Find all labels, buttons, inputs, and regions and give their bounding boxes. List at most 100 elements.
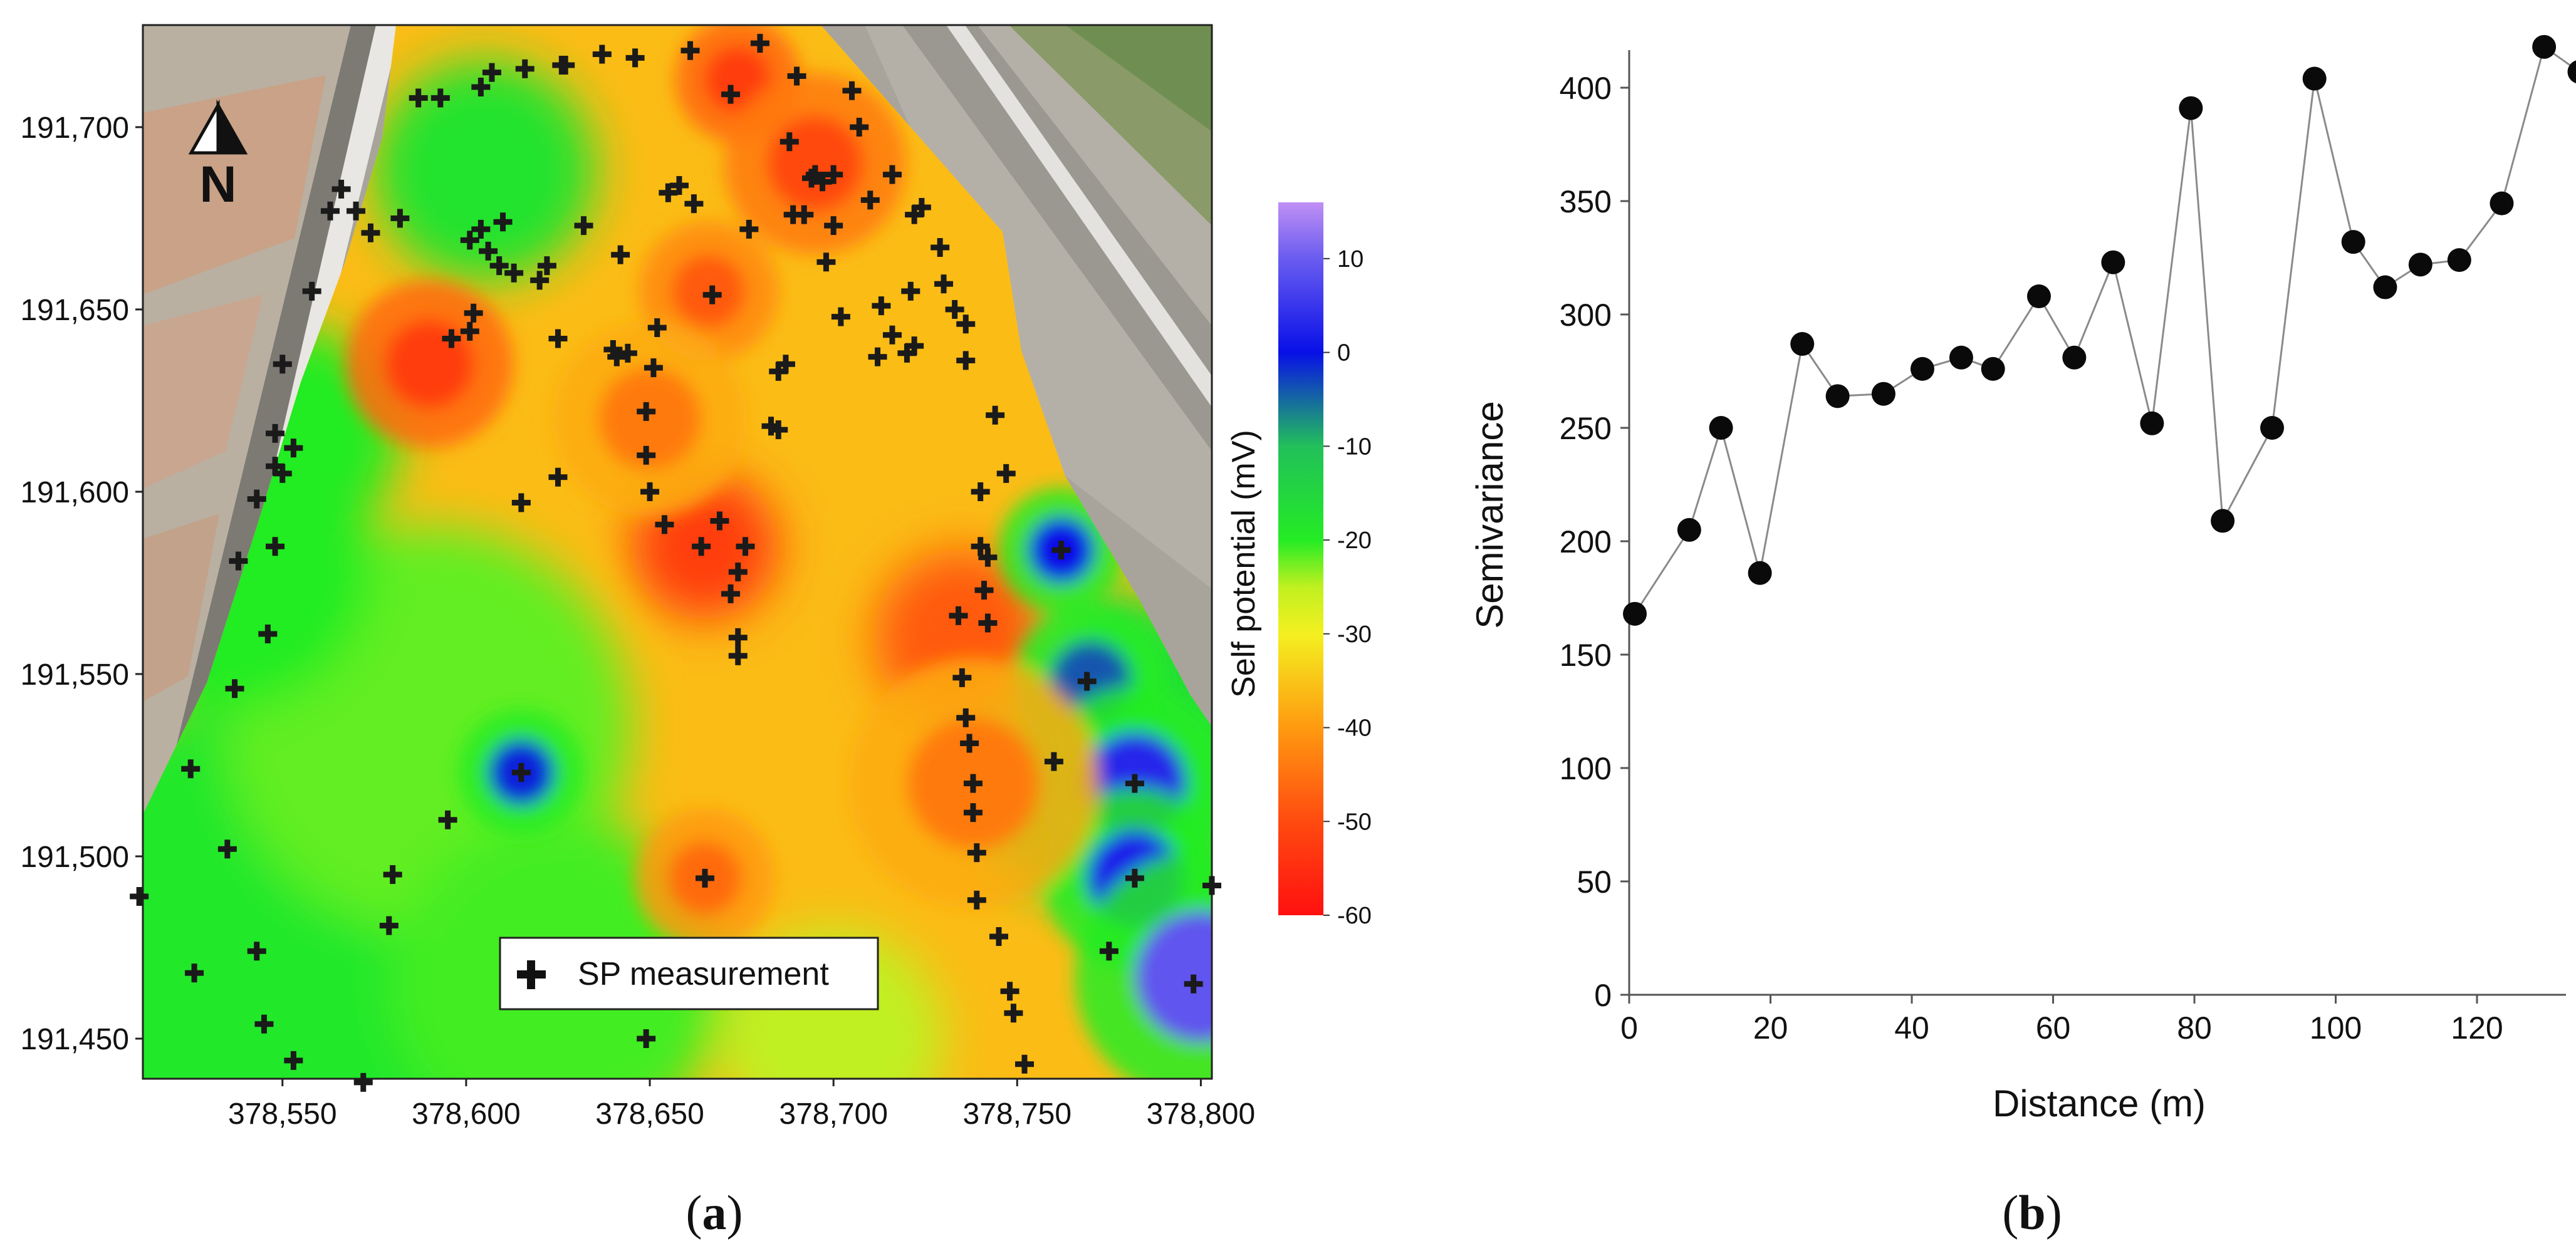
- sp-anomaly: [374, 60, 595, 281]
- sp-measurement-cross: [409, 88, 428, 108]
- variogram-y-label: Semivariance: [1469, 401, 1511, 629]
- sp-measurement-cross: [266, 423, 285, 443]
- map-panel: 378,550 378,600 378,650 378,700 378,750 378,8…: [20, 24, 1372, 1240]
- sp-measurement-cross: [1051, 541, 1071, 560]
- variogram-point: [2373, 275, 2397, 299]
- sp-measurement-cross: [383, 865, 402, 885]
- variogram-point: [2260, 416, 2285, 440]
- variogram-point: [1871, 382, 1895, 406]
- variogram-y-tick-label: 100: [1560, 751, 1612, 786]
- sp-measurement-cross: [971, 482, 990, 501]
- variogram-y-tick-label: 0: [1594, 978, 1612, 1013]
- map-x-axis: 378,550 378,600 378,650 378,700 378,750 378,8…: [228, 1079, 1255, 1131]
- sp-measurement-cross: [931, 238, 950, 257]
- sp-measurement-cross: [681, 41, 700, 60]
- sp-measurement-cross: [515, 59, 534, 78]
- sp-measurement-cross: [266, 537, 285, 556]
- sp-measurement-cross: [625, 48, 645, 68]
- sp-measurement-cross: [266, 457, 285, 476]
- map-x-tick-label: 378,700: [779, 1098, 888, 1131]
- sp-measurement-cross: [1202, 876, 1221, 895]
- map-y-tick-label: 191,700: [20, 112, 129, 145]
- sp-measurement-cross: [783, 205, 803, 224]
- variogram-x-tick-label: 60: [2036, 1010, 2071, 1046]
- sp-measurement-cross: [956, 708, 976, 727]
- sp-measurement-cross: [489, 256, 509, 276]
- sp-measurement-cross: [780, 132, 799, 152]
- variogram-point: [1623, 601, 1647, 626]
- map-y-tick-label: 191,500: [20, 841, 129, 874]
- sp-measurement-cross: [1044, 752, 1063, 771]
- north-arrow: N: [188, 99, 248, 213]
- variogram-y-tick-label: 250: [1560, 411, 1612, 446]
- sp-measurement-cross: [978, 548, 998, 567]
- variogram-point: [2140, 411, 2164, 435]
- sp-measurement-cross: [552, 56, 571, 75]
- sp-measurement-cross: [530, 271, 550, 290]
- sp-measurement-cross: [978, 613, 998, 633]
- sp-measurement-cross: [273, 355, 292, 374]
- variogram-y-tick-label: 300: [1560, 298, 1612, 333]
- variogram-point: [2101, 250, 2125, 274]
- sp-measurement-cross: [217, 839, 237, 859]
- sp-measurement-cross: [860, 190, 880, 210]
- sp-measurement-cross: [795, 205, 814, 224]
- sp-measurement-cross: [960, 734, 979, 753]
- sp-measurement-cross: [284, 439, 303, 458]
- map-frame: [142, 24, 1213, 1080]
- map-x-tick-label: 378,650: [595, 1098, 704, 1131]
- sp-measurement-cross: [504, 263, 524, 283]
- sp-measurement-cross: [882, 325, 902, 345]
- sp-measurement-cross: [438, 810, 457, 829]
- sp-measurement-cross: [905, 205, 924, 224]
- variogram-point: [1981, 356, 2005, 381]
- sp-measurement-cross: [353, 1072, 373, 1092]
- sp-measurement-cross: [1000, 982, 1019, 1001]
- sp-measurement-cross: [824, 216, 843, 236]
- variogram-point: [2211, 509, 2235, 533]
- sp-measurement-cross: [728, 646, 748, 665]
- sp-measurement-cross: [974, 581, 994, 600]
- sp-measurement-cross: [967, 843, 986, 863]
- sp-measurement-cross: [816, 252, 836, 272]
- sp-anomaly: [1134, 910, 1212, 1043]
- variogram-point: [1910, 356, 1934, 381]
- variogram-point: [1748, 561, 1772, 585]
- sp-measurement-cross: [813, 172, 832, 192]
- variogram-y-tick-label: 350: [1560, 184, 1612, 219]
- sp-measurement-cross: [637, 1029, 656, 1048]
- map-y-tick-label: 191,450: [20, 1023, 129, 1056]
- variogram-point: [2062, 345, 2087, 370]
- sp-measurement-cross: [831, 307, 850, 326]
- sp-measurement-cross: [511, 493, 531, 512]
- variogram-point: [2341, 230, 2365, 254]
- sp-measurement-cross: [247, 942, 266, 961]
- sp-anomaly: [385, 319, 474, 408]
- sp-measurement-cross: [1099, 942, 1119, 961]
- colorbar-tick-label: 0: [1337, 340, 1350, 366]
- sp-measurement-cross: [1125, 868, 1144, 888]
- sp-measurement-cross: [647, 318, 667, 338]
- sp-measurement-cross: [460, 231, 479, 250]
- sp-measurement-cross: [574, 216, 593, 236]
- sp-measurement-cross: [963, 774, 983, 793]
- sp-measurement-cross: [442, 329, 461, 348]
- colorbar-tick-label: -60: [1337, 903, 1372, 929]
- sp-measurement-cross: [390, 209, 410, 228]
- variogram-x-tick-label: 120: [2451, 1010, 2503, 1046]
- sp-measurement-cross: [273, 464, 292, 483]
- sp-measurement-cross: [897, 343, 917, 363]
- variogram-point: [1949, 345, 1973, 370]
- map-x-tick-label: 378,600: [412, 1098, 521, 1131]
- map-y-tick-label: 191,650: [20, 294, 129, 327]
- sp-measurement-cross: [882, 165, 902, 184]
- sp-measurement-cross: [225, 679, 244, 698]
- sp-measurement-cross: [842, 81, 862, 100]
- variogram-point: [2447, 248, 2471, 273]
- sp-measurement-cross: [181, 759, 201, 779]
- panel-a-letter: a: [702, 1185, 727, 1240]
- sp-measurement-cross: [996, 464, 1016, 483]
- variogram-points: [1623, 34, 2576, 626]
- sp-measurement-cross: [548, 467, 568, 487]
- sp-measurement-cross: [640, 482, 660, 501]
